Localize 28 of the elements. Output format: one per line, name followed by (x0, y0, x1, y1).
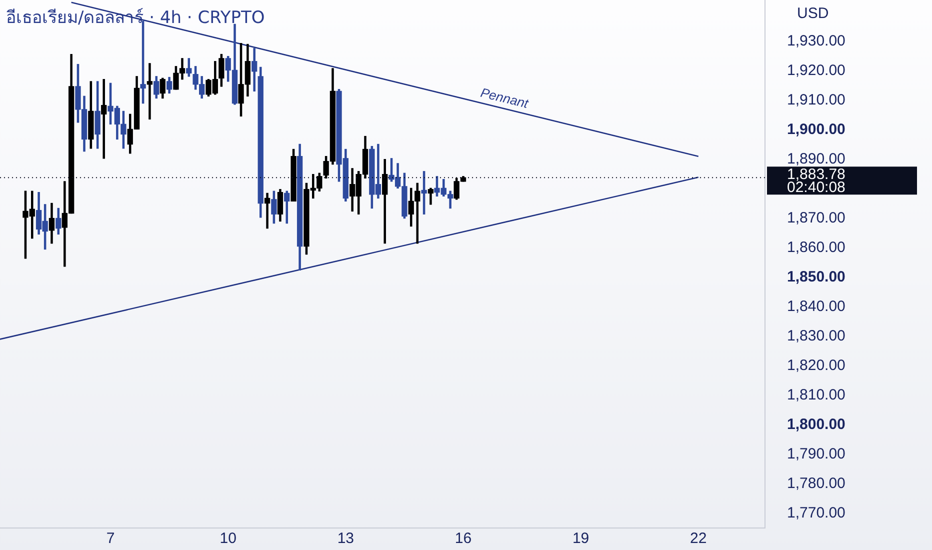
y-tick-label: 1,820.00 (787, 356, 846, 374)
y-tick-label: 1,810.00 (787, 386, 846, 404)
y-axis-title: USD (797, 5, 829, 22)
candlestick (146, 63, 153, 120)
y-tick-label: 1,920.00 (787, 62, 846, 79)
y-tick-label: 1,850.00 (787, 268, 846, 286)
x-tick-label: 16 (454, 530, 472, 548)
y-tick-label: 1,890.00 (787, 150, 846, 168)
y-tick-label: 1,800.00 (787, 416, 846, 433)
candlestick (101, 79, 107, 159)
x-tick-label: 13 (337, 530, 354, 548)
y-tick-label: 1,910.00 (787, 91, 846, 108)
y-tick-label: 1,860.00 (787, 238, 846, 256)
y-tick-label: 1,840.00 (787, 298, 846, 315)
y-tick-label: 1,790.00 (787, 445, 846, 462)
y-tick-label: 1,830.00 (787, 327, 846, 344)
candlestick (264, 192, 270, 229)
annotation: Pennant (479, 84, 532, 112)
y-tick-label: 1,900.00 (787, 120, 846, 138)
y-tick-label: 1,770.00 (787, 504, 846, 522)
ref-line-label: 1,883.78 (787, 166, 846, 183)
x-tick-label: 10 (220, 530, 236, 548)
y-tick-label: 1,870.00 (787, 209, 846, 226)
y-tick-label: 1,930.00 (787, 32, 846, 50)
x-tick-label: 7 (106, 530, 115, 548)
x-tick-label: 19 (572, 530, 590, 548)
x-tick-label: 22 (690, 530, 707, 548)
y-tick-label: 1,780.00 (787, 474, 846, 492)
